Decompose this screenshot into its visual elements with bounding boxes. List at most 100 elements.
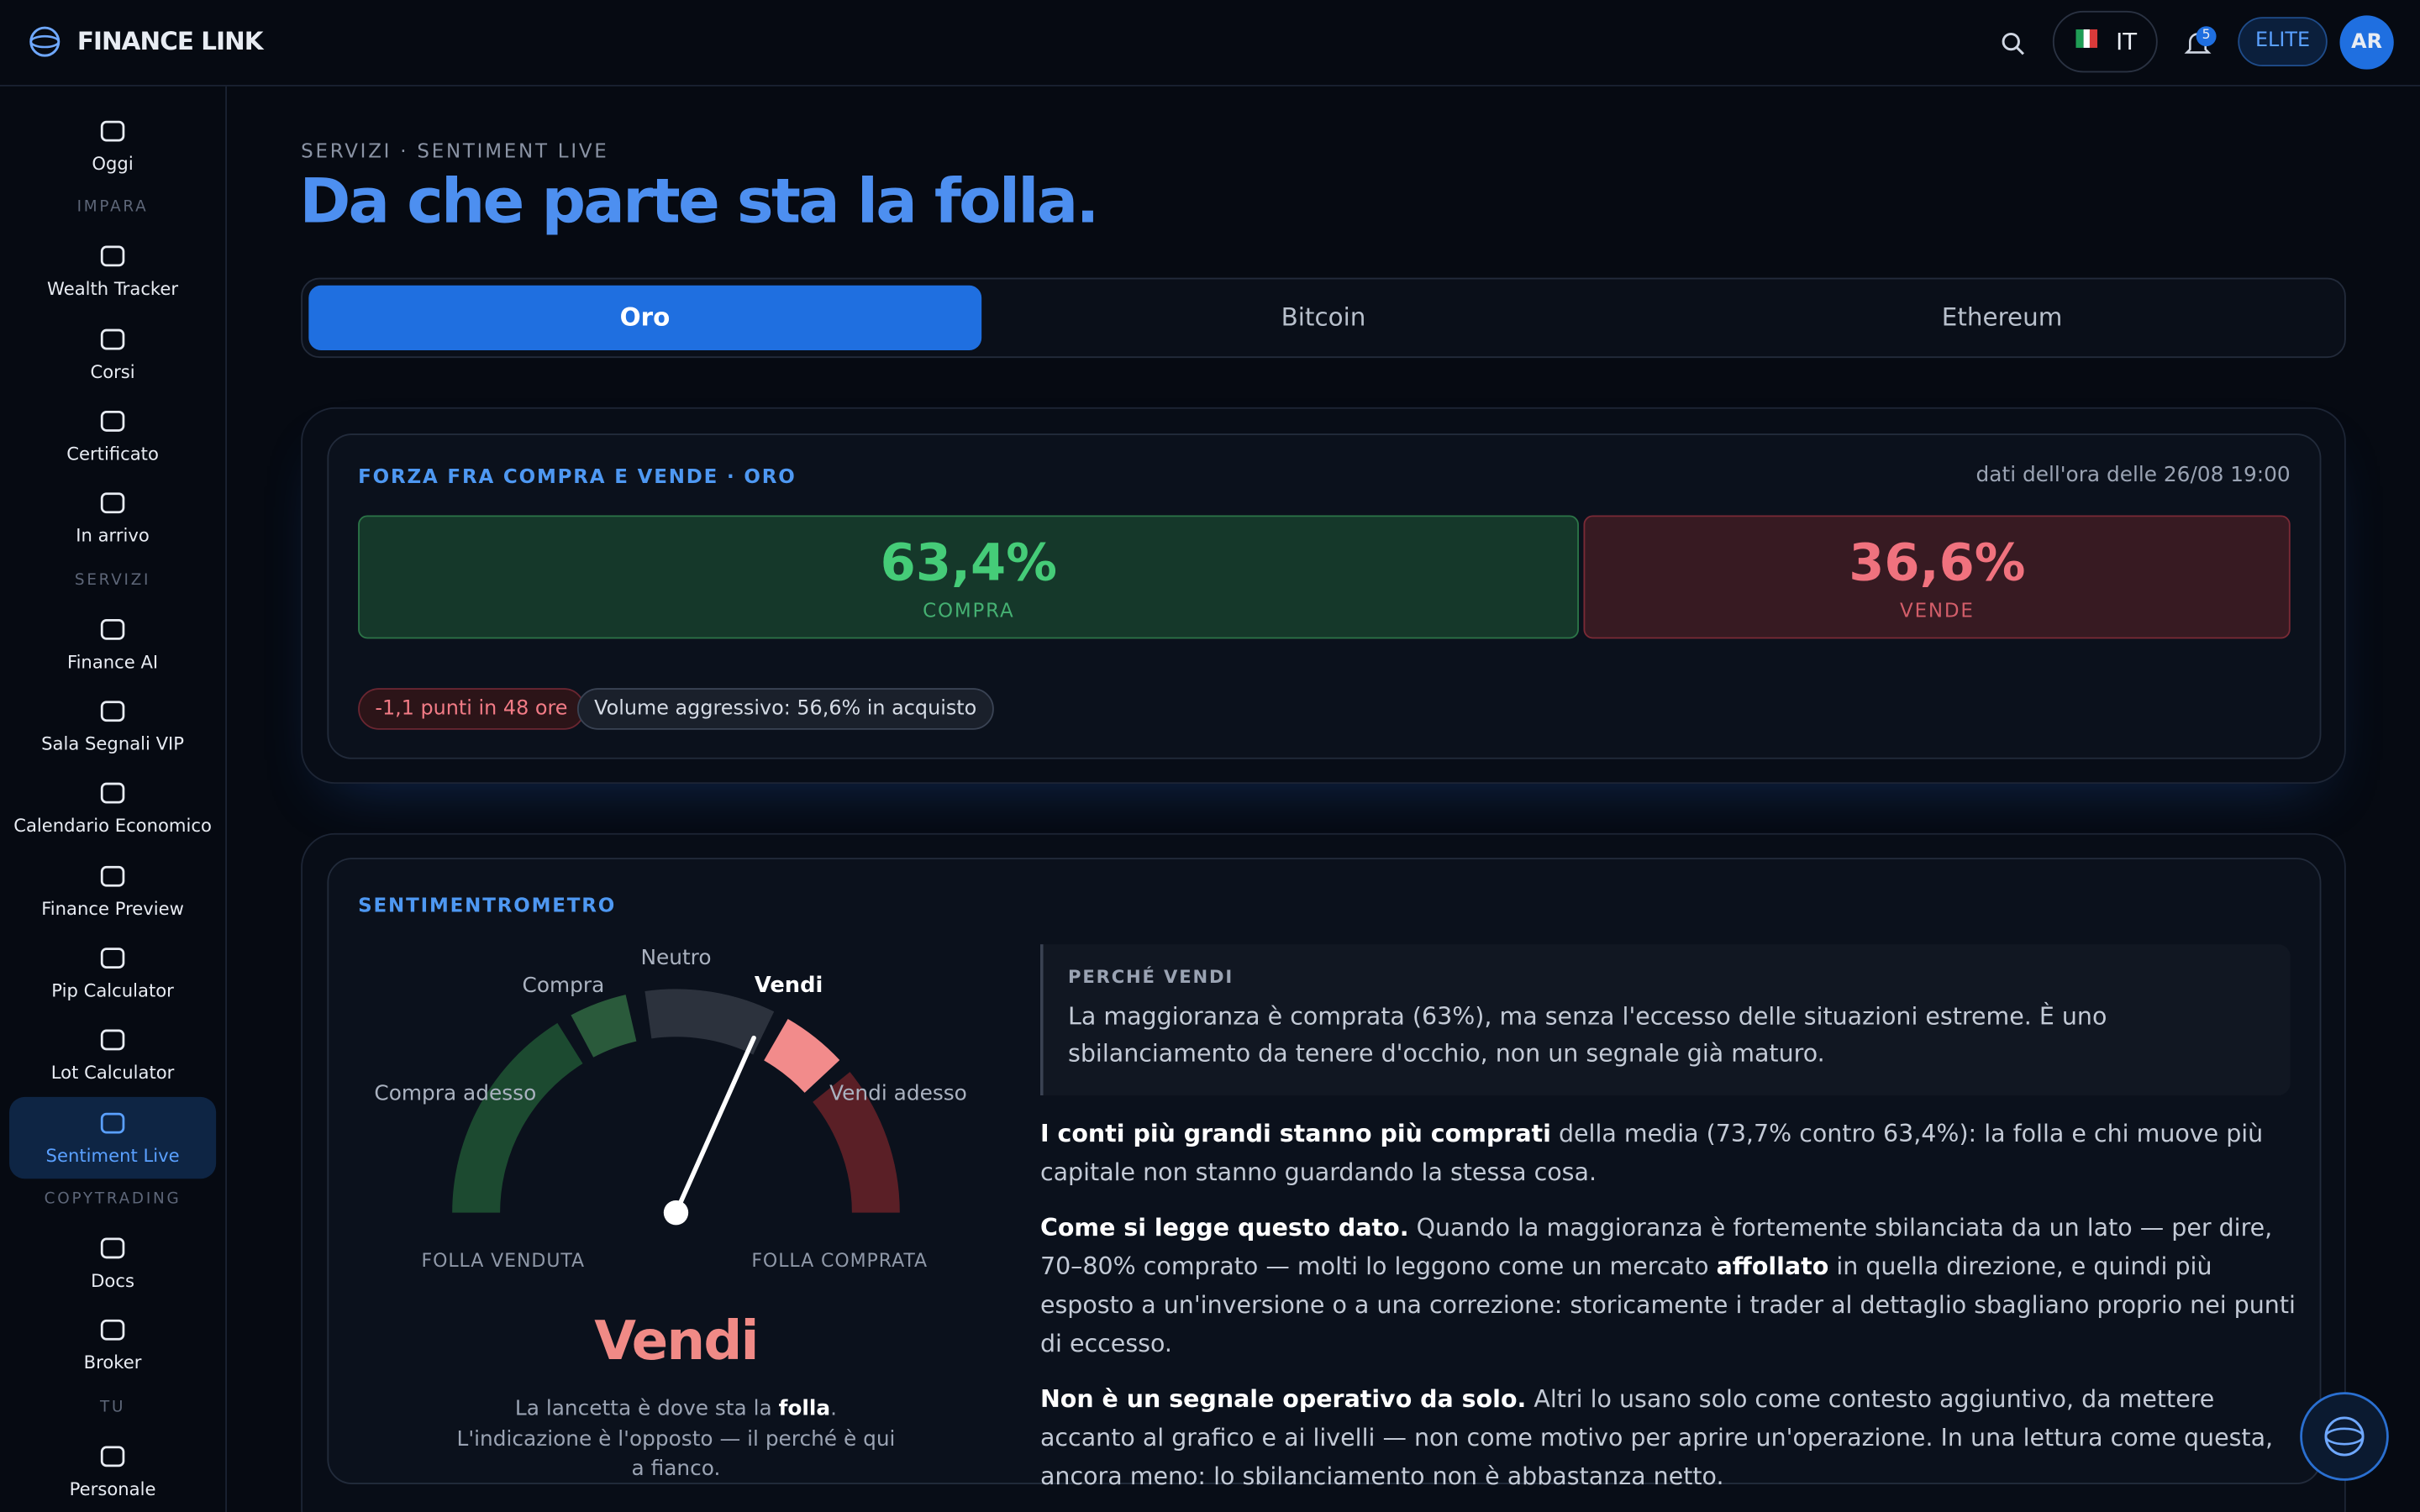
change-chip: -1,1 punti in 48 ore — [358, 688, 585, 730]
nav-item[interactable]: Sala Segnali VIP — [9, 685, 216, 767]
explanation: I conti più grandi stanno più comprati d… — [1040, 1116, 2298, 1512]
brand[interactable]: FINANCE LINK — [76, 26, 264, 56]
nav-item[interactable]: Personale — [9, 1430, 216, 1512]
buy-caption: COMPRA — [923, 598, 1015, 622]
nav-item[interactable]: Sentiment Live — [9, 1096, 217, 1179]
gauge-segment — [452, 1022, 583, 1213]
gauge-segment — [764, 1019, 840, 1093]
paragraph-text: della media (73,7% contro 63,4%): la fol… — [1039, 1120, 2264, 1187]
buy-box: 63,4% COMPRA — [358, 515, 1580, 639]
sell-box: 36,6% VENDE — [1584, 515, 2291, 639]
nav-item[interactable]: Pip Calculator — [9, 932, 216, 1014]
gauge-segment — [813, 1072, 900, 1213]
emphasis: Non è un segnale operativo da solo. — [1039, 1385, 1527, 1414]
nav-item[interactable]: Finance AI — [9, 603, 216, 685]
nav-icon — [100, 328, 125, 350]
paragraph: Non è un segnale operativo da solo. Altr… — [1040, 1381, 2298, 1497]
emphasis: Come si legge questo dato. — [1039, 1214, 1409, 1242]
nav-section: IMPARA — [76, 199, 149, 217]
paragraph-text: in quella direzione, e quindi più espost… — [1039, 1252, 2296, 1358]
paragraph: I conti più grandi stanno più comprati d… — [1040, 1116, 2298, 1193]
plan-badge[interactable]: ELITE — [2238, 17, 2328, 66]
paragraph-text: Quando la maggioranza è fortemente sbila… — [1039, 1214, 2273, 1281]
emphasis: I conti più grandi stanno più comprati — [1039, 1120, 1551, 1148]
gauge-label: Vendi — [754, 973, 823, 999]
nav-icon — [100, 618, 125, 640]
sell-percent: 36,6% — [1849, 532, 2026, 593]
notification-count: 5 — [2196, 26, 2217, 47]
nav-item[interactable]: Corsi — [9, 312, 216, 395]
nav-label: Pip Calculator — [51, 979, 174, 1002]
nav-label: Corsi — [90, 360, 135, 383]
nav-label: Calendario Economico — [13, 815, 212, 837]
nav-icon — [100, 865, 125, 887]
tab[interactable]: Oro — [308, 285, 981, 350]
assistant-button[interactable] — [2298, 1390, 2391, 1483]
nav-item[interactable]: Calendario Economico — [9, 767, 216, 849]
gauge-pivot — [663, 1200, 689, 1226]
sell-caption: VENDE — [1900, 598, 1975, 622]
nav-section: SERVIZI — [74, 571, 151, 589]
icon-shape — [100, 411, 125, 433]
gauge-label: Compra — [522, 973, 605, 999]
emphasis: affollato — [1716, 1252, 1829, 1281]
gauge-result: Vendi — [594, 1311, 759, 1373]
strength-title: FORZA FRA COMPRA E VENDE · ORO — [358, 464, 797, 488]
icon-shape — [100, 948, 125, 969]
gauge-end-label: FOLLA COMPRATA — [751, 1249, 929, 1272]
nav-icon — [100, 1446, 125, 1467]
nav-icon — [100, 493, 125, 515]
strength-bar: 63,4% COMPRA 36,6% VENDE — [358, 515, 2291, 639]
search-button[interactable] — [2000, 31, 2024, 55]
nav-item[interactable]: Oggi — [9, 105, 216, 187]
nav-icon — [100, 701, 125, 722]
language: IT — [2116, 28, 2138, 56]
nav-item[interactable]: In arrivo — [9, 477, 216, 559]
icon-shape — [100, 1446, 125, 1467]
nav-item[interactable]: Broker — [9, 1305, 216, 1387]
icon-shape — [100, 246, 125, 268]
sidebar: Oggi IMPARA Wealth Tracker Corsi Certificato… — [0, 86, 227, 1512]
nav-item[interactable]: Finance Preview — [9, 849, 216, 932]
nav-section: TU — [99, 1399, 126, 1416]
volume-chip: Volume aggressivo: 56,6% in acquisto — [576, 688, 994, 730]
nav-label: In arrivo — [76, 525, 150, 548]
logo — [29, 26, 60, 57]
language-button[interactable]: IT — [2052, 10, 2158, 73]
nav-icon — [100, 1112, 125, 1134]
nav-label: Oggi — [92, 153, 134, 175]
caption-bold: folla — [778, 1396, 831, 1421]
reason-box: PERCHÉ VENDI La maggioranza è comprata (… — [1039, 944, 2291, 1096]
paragraph-text: Altri lo usano solo come contesto aggiun… — [1039, 1385, 2274, 1491]
nav-label: Lot Calculator — [50, 1062, 175, 1084]
nav-item[interactable]: Wealth Tracker — [9, 230, 216, 312]
nav-item[interactable]: Certificato — [9, 395, 216, 477]
nav-icon — [100, 411, 125, 433]
nav-icon — [100, 1320, 125, 1341]
caption-text: La lancetta è dove sta la — [514, 1396, 779, 1421]
gauge-caption: La lancetta è dove sta la folla. L'indic… — [452, 1394, 900, 1484]
buy-percent: 63,4% — [880, 532, 1057, 593]
nav-icon — [100, 783, 125, 805]
tab[interactable]: Bitcoin — [1281, 302, 1366, 332]
gauge-end-label: FOLLA VENDUTA — [421, 1249, 586, 1272]
gauge-segment — [644, 989, 775, 1055]
tab[interactable]: Ethereum — [1941, 302, 2063, 332]
caption-text: . L'indicazione è l'opposto — il perché … — [456, 1396, 896, 1482]
nav-label: Finance AI — [66, 650, 159, 673]
nav-item[interactable]: Docs — [9, 1222, 216, 1305]
avatar[interactable]: AR — [2339, 15, 2394, 70]
flag — [2075, 29, 2098, 48]
icon-shape — [100, 328, 125, 350]
nav-label: Sala Segnali VIP — [41, 732, 185, 755]
icon-shape — [100, 618, 125, 640]
gauge-label: Compra adesso — [374, 1081, 537, 1106]
nav-item[interactable]: Lot Calculator — [9, 1014, 216, 1096]
icon-shape — [100, 1112, 125, 1134]
nav-icon — [100, 121, 125, 142]
nav-label: Sentiment Live — [45, 1144, 180, 1167]
gauge-label: Neutro — [640, 945, 712, 971]
breadcrumb: SERVIZI · SENTIMENT LIVE — [301, 139, 609, 162]
